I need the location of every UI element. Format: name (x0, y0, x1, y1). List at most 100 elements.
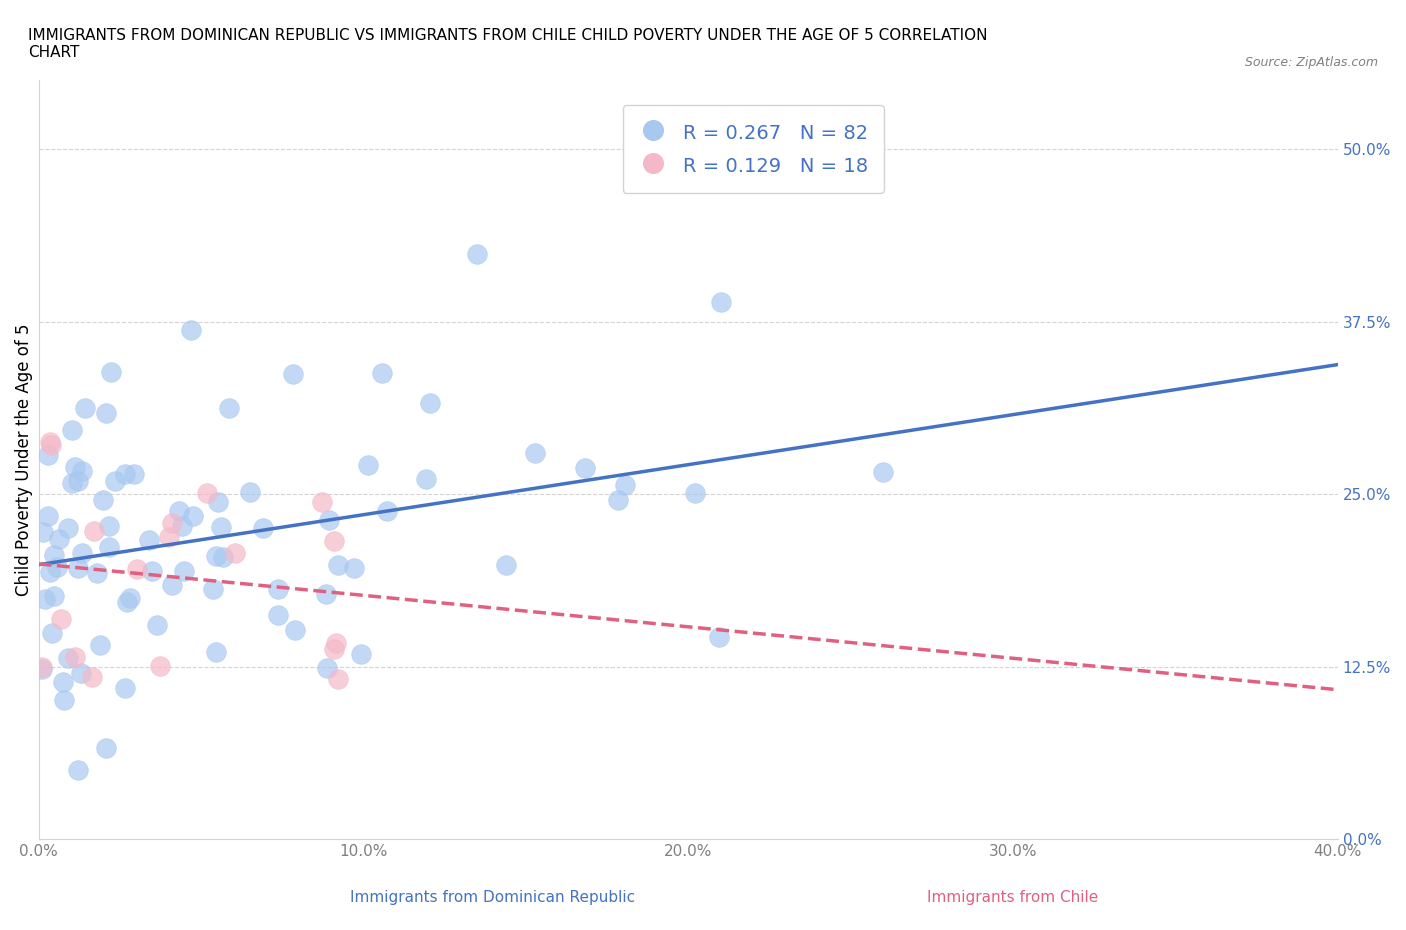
Point (51, 674, 73, 689)
Point (328, 671, 350, 686)
Point (70, 464, 93, 479)
Point (34, 591, 56, 606)
Point (39, 434, 62, 449)
Point (41, 625, 63, 640)
Point (94, 740, 117, 755)
Point (607, 493, 630, 508)
Point (181, 509, 204, 524)
Point (195, 485, 218, 500)
Point (70, 665, 93, 680)
Point (209, 519, 232, 534)
Point (343, 561, 366, 576)
Point (45, 560, 67, 575)
Point (710, 295, 733, 310)
Point (315, 660, 337, 675)
Point (31, 662, 53, 677)
Point (75, 401, 97, 416)
Point (82, 670, 104, 684)
Point (37, 447, 59, 462)
Point (67, 473, 90, 488)
Point (202, 581, 225, 596)
Point (415, 472, 437, 486)
Text: Source: ZipAtlas.com: Source: ZipAtlas.com (1244, 56, 1378, 69)
Point (207, 494, 229, 509)
Point (328, 557, 350, 572)
Point (83, 524, 105, 538)
Point (146, 618, 169, 632)
Point (104, 474, 127, 489)
Point (39, 437, 62, 452)
Point (419, 396, 441, 411)
Point (63, 649, 86, 664)
Point (574, 461, 596, 476)
Point (872, 465, 894, 480)
Point (124, 467, 146, 482)
Point (60, 423, 83, 438)
Point (31, 525, 53, 539)
Point (91, 492, 114, 507)
Point (311, 494, 333, 509)
Text: IMMIGRANTS FROM DOMINICAN REPUBLIC VS IMMIGRANTS FROM CHILE CHILD POVERTY UNDER : IMMIGRANTS FROM DOMINICAN REPUBLIC VS IM… (28, 28, 987, 60)
Point (467, 247, 489, 262)
Point (89, 637, 111, 652)
Point (56, 650, 79, 665)
Point (205, 548, 228, 563)
Point (138, 532, 160, 547)
Point (31, 660, 53, 675)
Point (349, 646, 371, 661)
Point (70, 546, 93, 561)
Point (100, 365, 122, 380)
Point (98, 519, 121, 534)
Point (709, 630, 731, 644)
Point (117, 594, 139, 609)
Point (252, 521, 274, 536)
Point (118, 591, 141, 605)
Point (281, 366, 304, 381)
Text: Immigrants from Dominican Republic: Immigrants from Dominican Republic (350, 890, 634, 905)
Point (98, 539, 121, 554)
Point (524, 446, 547, 461)
Point (357, 458, 380, 472)
Point (141, 564, 163, 578)
Point (42, 589, 65, 604)
Legend: R = 0.267   N = 82, R = 0.129   N = 18: R = 0.267 N = 82, R = 0.129 N = 18 (623, 105, 883, 193)
Point (157, 530, 180, 545)
Point (495, 558, 517, 573)
Point (125, 562, 148, 577)
Point (42, 548, 65, 563)
Text: Immigrants from Chile: Immigrants from Chile (927, 890, 1098, 905)
Point (205, 645, 228, 660)
Point (323, 641, 346, 656)
Point (315, 587, 337, 602)
Point (60, 475, 83, 490)
Point (325, 635, 347, 650)
Point (160, 516, 183, 531)
Point (224, 546, 246, 561)
Point (51, 611, 73, 626)
Point (114, 466, 136, 481)
Point (266, 608, 288, 623)
Point (56, 520, 79, 535)
Point (86, 565, 108, 580)
Point (318, 512, 340, 527)
Point (614, 478, 637, 493)
Point (212, 550, 235, 565)
Point (371, 365, 394, 380)
Point (685, 485, 707, 500)
Point (63, 460, 86, 475)
Point (239, 485, 262, 499)
Point (267, 581, 290, 596)
Point (284, 623, 307, 638)
Point (67, 560, 90, 575)
Point (323, 534, 346, 549)
Point (173, 564, 195, 578)
Point (149, 658, 172, 673)
Point (94, 405, 117, 420)
Point (170, 519, 193, 534)
Y-axis label: Child Poverty Under the Age of 5: Child Poverty Under the Age of 5 (15, 324, 32, 596)
Point (39, 565, 62, 579)
Point (66, 763, 89, 777)
Point (114, 681, 136, 696)
Point (160, 578, 183, 592)
Point (218, 401, 240, 416)
